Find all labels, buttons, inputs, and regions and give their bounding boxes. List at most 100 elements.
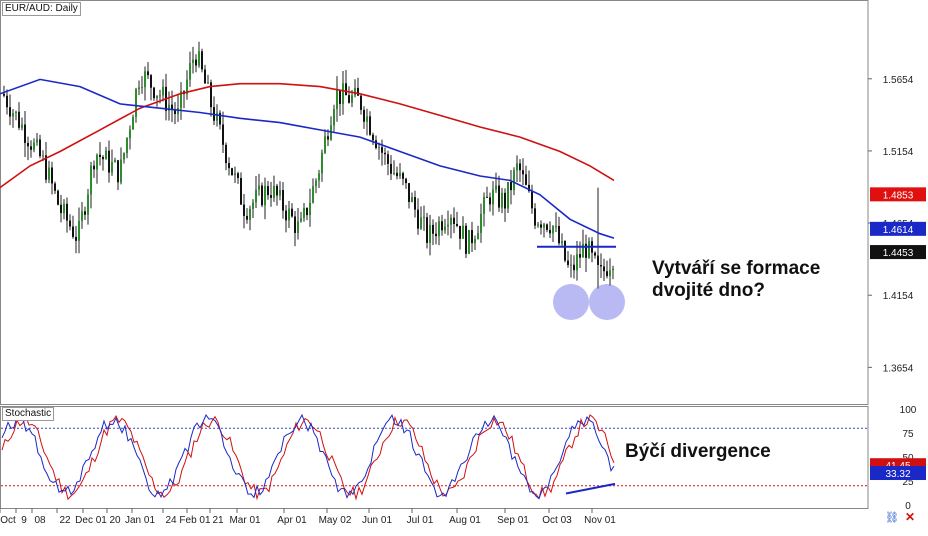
candle-body	[396, 172, 398, 177]
candle-body	[498, 185, 500, 208]
candle-body	[240, 178, 242, 205]
candle-body	[501, 192, 503, 208]
candle-body	[426, 217, 428, 243]
x-tick-label: 20	[109, 515, 121, 526]
x-tick-label: Mar 01	[229, 515, 261, 526]
candle-body	[549, 229, 551, 234]
candle-body	[528, 184, 530, 192]
candle-body	[282, 190, 284, 211]
candle-body	[45, 155, 47, 180]
candle-body	[123, 153, 125, 160]
candle-body	[387, 154, 389, 164]
candle-body	[534, 208, 536, 226]
candle-body	[495, 185, 497, 190]
candle-body	[582, 243, 584, 258]
double-bottom-annotation-line1: Vytváří se formace	[652, 258, 821, 279]
candle-body	[153, 87, 155, 99]
x-tick-label: Sep 01	[497, 515, 529, 526]
candle-body	[345, 83, 347, 96]
candle-body	[126, 138, 128, 154]
candle-body	[192, 59, 194, 64]
candle-body	[540, 224, 542, 228]
candle-body	[78, 220, 80, 241]
candle-body	[312, 186, 314, 203]
candle-body	[609, 270, 611, 277]
x-tick-label: Apr 01	[277, 515, 307, 526]
y-tick-label: 1.4154	[883, 291, 914, 302]
candle-body	[141, 87, 143, 89]
candle-body	[408, 183, 410, 202]
candle-body	[303, 207, 305, 219]
candle-body	[24, 124, 26, 143]
candle-body	[279, 190, 281, 196]
candle-body	[477, 232, 479, 240]
candle-body	[414, 197, 416, 210]
x-tick-label: 9	[21, 515, 27, 526]
candle-body	[66, 203, 68, 221]
candle-body	[36, 139, 38, 143]
candle-body	[99, 154, 101, 157]
candle-body	[366, 116, 368, 122]
candle-body	[603, 266, 605, 272]
x-tick-label: Oct	[0, 515, 16, 526]
close-icon[interactable]: ✕	[905, 510, 916, 524]
candle-body	[189, 63, 191, 80]
x-tick-label: May 02	[319, 515, 352, 526]
candle-body	[342, 83, 344, 104]
candle-body	[486, 196, 488, 198]
candle-body	[552, 226, 554, 234]
candle-body	[612, 268, 614, 271]
candle-body	[450, 217, 452, 225]
candle-body	[360, 95, 362, 110]
candle-body	[333, 109, 335, 126]
candle-body	[150, 75, 152, 88]
candle-body	[393, 172, 395, 174]
candle-body	[588, 241, 590, 258]
candle-body	[252, 202, 254, 209]
candle-body	[417, 209, 419, 229]
candle-body	[267, 186, 269, 196]
candle-body	[576, 254, 578, 271]
candle-body	[249, 208, 251, 220]
candle-body	[33, 142, 35, 150]
candle-body	[294, 216, 296, 233]
double-bottom-annotation-line2: dvojité dno?	[652, 280, 765, 301]
stoch-y-tick-label: 75	[902, 429, 914, 440]
candle-body	[510, 181, 512, 191]
x-tick-label: 24	[165, 515, 177, 526]
price-label-box	[870, 187, 926, 202]
candle-body	[234, 173, 236, 175]
candle-body	[438, 221, 440, 237]
stoch-y-tick-label: 100	[900, 405, 917, 416]
candle-body	[357, 87, 359, 96]
candle-body	[570, 264, 572, 266]
candle-body	[399, 173, 401, 177]
candle-body	[102, 156, 104, 160]
candle-body	[471, 230, 473, 244]
double-bottom-circle-1	[553, 284, 589, 320]
candle-body	[423, 217, 425, 219]
link-icon[interactable]: ⛓	[885, 512, 899, 524]
candle-body	[225, 144, 227, 164]
candle-body	[459, 225, 461, 239]
stochastic-panel	[0, 406, 869, 509]
candle-body	[186, 79, 188, 95]
candle-body	[285, 210, 287, 221]
candle-body	[474, 239, 476, 244]
candle-body	[228, 163, 230, 169]
candle-body	[84, 211, 86, 215]
candle-body	[159, 95, 161, 97]
x-tick-label: Oct 03	[542, 515, 572, 526]
candle-body	[237, 173, 239, 179]
candle-body	[18, 111, 20, 128]
candle-body	[51, 167, 53, 184]
stoch-y-tick-label: 0	[905, 501, 911, 512]
double-bottom-circle-2	[589, 284, 625, 320]
candle-body	[537, 224, 539, 226]
candle-body	[435, 233, 437, 237]
candle-body	[255, 189, 257, 203]
candle-body	[15, 111, 17, 114]
candle-body	[372, 134, 374, 141]
